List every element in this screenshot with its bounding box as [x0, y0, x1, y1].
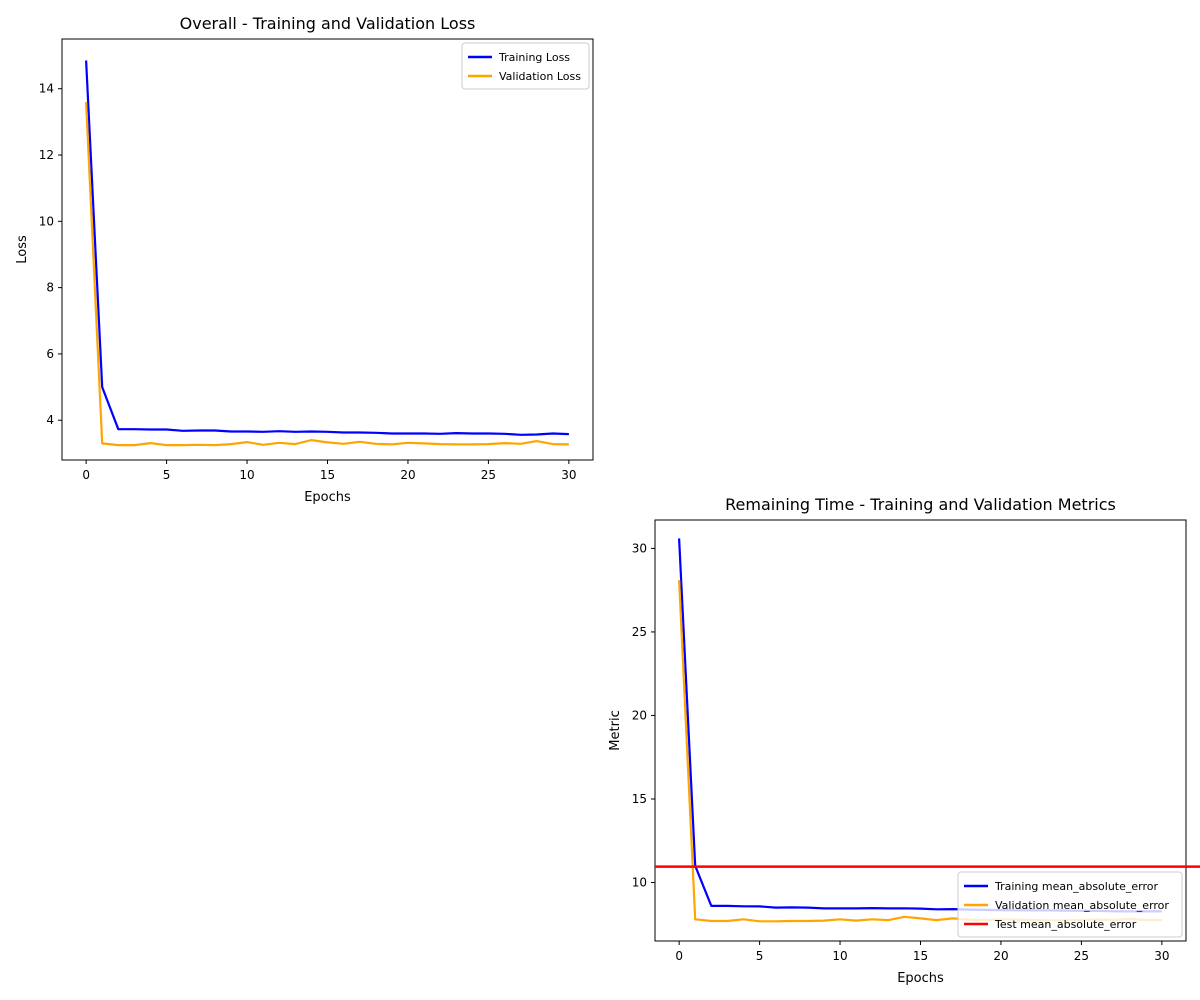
legend-label: Validation mean_absolute_error — [995, 899, 1169, 912]
y-tick-label: 4 — [46, 413, 54, 427]
x-tick-label: 20 — [400, 468, 415, 482]
chart-title: Remaining Time - Training and Validation… — [725, 495, 1116, 514]
y-tick-label: 12 — [39, 148, 54, 162]
x-axis-label: Epochs — [304, 490, 351, 505]
x-tick-label: 25 — [1074, 949, 1089, 963]
y-tick-label: 30 — [632, 541, 647, 555]
x-tick-label: 5 — [756, 949, 764, 963]
x-tick-label: 0 — [675, 949, 683, 963]
x-tick-label: 25 — [481, 468, 496, 482]
y-axis-label: Loss — [15, 235, 30, 264]
legend-label: Test mean_absolute_error — [994, 918, 1137, 931]
x-tick-label: 30 — [561, 468, 576, 482]
series-line-training-loss — [85, 60, 569, 436]
x-tick-label: 30 — [1154, 949, 1169, 963]
legend-label: Validation Loss — [499, 70, 581, 83]
legend-label: Training mean_absolute_error — [994, 880, 1158, 893]
chart-2: Remaining Time - Training and Validation… — [608, 495, 1200, 986]
x-tick-label: 10 — [832, 949, 847, 963]
legend-label: Training Loss — [498, 51, 570, 64]
x-tick-label: 15 — [913, 949, 928, 963]
series-line-validation-mean-absolute-error — [678, 580, 1162, 923]
y-tick-label: 15 — [632, 792, 647, 806]
x-tick-label: 15 — [320, 468, 335, 482]
y-tick-label: 25 — [632, 625, 647, 639]
legend: Training mean_absolute_error Validation m… — [957, 871, 1183, 938]
x-tick-label: 10 — [239, 468, 254, 482]
plot-area — [85, 60, 569, 447]
y-tick-label: 6 — [46, 347, 54, 361]
plot-area — [678, 538, 1162, 923]
y-tick-label: 10 — [632, 876, 647, 890]
x-tick-label: 20 — [993, 949, 1008, 963]
y-axis-label: Metric — [608, 710, 623, 750]
y-tick-label: 20 — [632, 708, 647, 722]
y-tick-label: 14 — [39, 82, 54, 96]
y-tick-label: 8 — [46, 281, 54, 295]
series-line-training-mean-absolute-error — [678, 538, 1162, 913]
x-tick-label: 5 — [163, 468, 171, 482]
x-tick-label: 0 — [82, 468, 90, 482]
series-line-validation-loss — [85, 101, 569, 447]
y-tick-label: 10 — [39, 214, 54, 228]
axes-frame — [61, 38, 594, 461]
legend-frame — [461, 42, 590, 90]
legend-frame — [957, 871, 1183, 938]
chart-title: Overall - Training and Validation Loss — [180, 14, 476, 33]
chart-1: Overall - Training and Validation Loss Ep… — [15, 14, 594, 505]
x-axis-label: Epochs — [897, 971, 944, 986]
legend: Training Loss Validation Loss — [461, 42, 590, 90]
